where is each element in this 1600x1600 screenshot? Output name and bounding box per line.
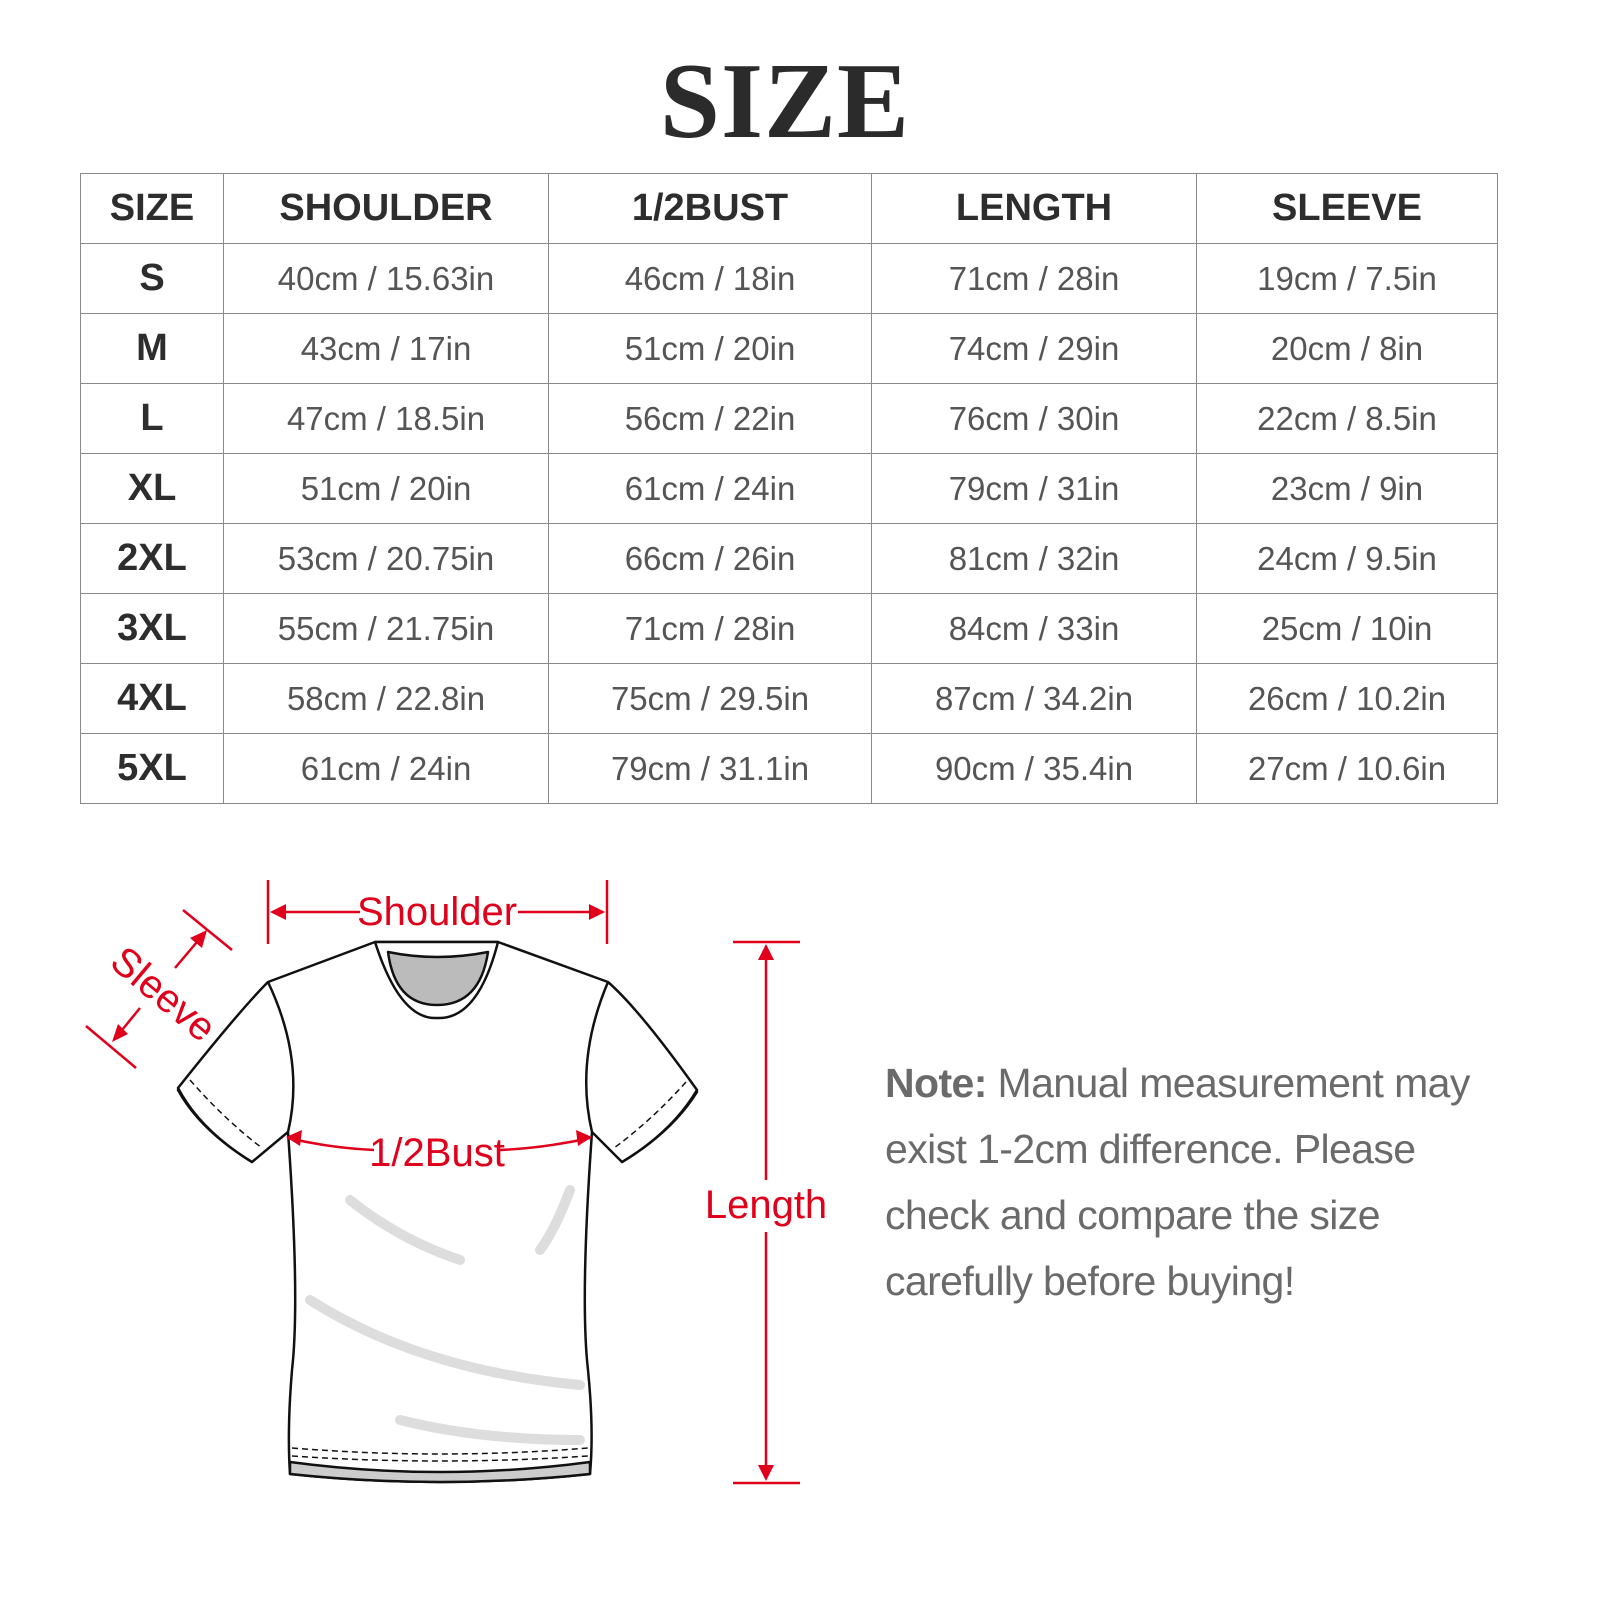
measurement-cell: 26cm / 10.2in	[1196, 663, 1498, 734]
size-cell: 4XL	[80, 663, 224, 734]
table-header-row: SIZE SHOULDER 1/2BUST LENGTH SLEEVE	[80, 173, 1498, 244]
note-text: Manual measurement may exist 1-2cm diffe…	[885, 1060, 1470, 1304]
wrinkle-shading	[305, 1185, 585, 1445]
table-row: XL 51cm / 20in 61cm / 24in 79cm / 31in 23cm …	[80, 453, 1498, 524]
column-header: SLEEVE	[1196, 173, 1498, 244]
measurement-cell: 79cm / 31.1in	[548, 733, 872, 804]
table-row: M 43cm / 17in 51cm / 20in 74cm / 29in 20cm /…	[80, 313, 1498, 384]
measurement-cell: 76cm / 30in	[871, 383, 1197, 454]
sleeve-tick-top	[182, 909, 233, 951]
measurement-cell: 20cm / 8in	[1196, 313, 1498, 384]
tshirt-illustration	[176, 940, 699, 1484]
sleeve-tick-bottom	[85, 1025, 137, 1069]
measurement-cell: 61cm / 24in	[223, 733, 549, 804]
measurement-cell: 71cm / 28in	[871, 243, 1197, 314]
measurement-cell: 75cm / 29.5in	[548, 663, 872, 734]
table-row: 4XL 58cm / 22.8in 75cm / 29.5in 87cm / 34.2…	[80, 663, 1498, 734]
table-row: L 47cm / 18.5in 56cm / 22in 76cm / 30in 22cm…	[80, 383, 1498, 454]
column-header: 1/2BUST	[548, 173, 872, 244]
measurement-cell: 58cm / 22.8in	[223, 663, 549, 734]
measurement-cell: 53cm / 20.75in	[223, 523, 549, 594]
measurement-cell: 40cm / 15.63in	[223, 243, 549, 314]
size-cell: XL	[80, 453, 224, 524]
measurement-cell: 51cm / 20in	[548, 313, 872, 384]
measurement-cell: 66cm / 26in	[548, 523, 872, 594]
measurement-cell: 84cm / 33in	[871, 593, 1197, 664]
measurement-cell: 74cm / 29in	[871, 313, 1197, 384]
measurement-cell: 61cm / 24in	[548, 453, 872, 524]
table-row: 2XL 53cm / 20.75in 66cm / 26in 81cm / 32in 2…	[80, 523, 1498, 594]
measurement-cell: 19cm / 7.5in	[1196, 243, 1498, 314]
measurement-cell: 81cm / 32in	[871, 523, 1197, 594]
measurement-cell: 23cm / 9in	[1196, 453, 1498, 524]
column-header: LENGTH	[871, 173, 1197, 244]
size-cell: 3XL	[80, 593, 224, 664]
bust-label: 1/2Bust	[369, 1131, 505, 1175]
size-cell: 5XL	[80, 733, 224, 804]
size-cell: L	[80, 383, 224, 454]
length-label: Length	[705, 1183, 827, 1227]
measurement-note: Note: Manual measurement may exist 1-2cm…	[885, 1050, 1525, 1314]
measurement-cell: 46cm / 18in	[548, 243, 872, 314]
shoulder-label: Shoulder	[357, 890, 517, 934]
measurement-cell: 51cm / 20in	[223, 453, 549, 524]
measurement-cell: 55cm / 21.75in	[223, 593, 549, 664]
column-header: SIZE	[80, 173, 224, 244]
size-table: SIZE SHOULDER 1/2BUST LENGTH SLEEVE S 40cm / …	[80, 173, 1498, 804]
size-cell: M	[80, 313, 224, 384]
measurement-cell: 25cm / 10in	[1196, 593, 1498, 664]
table-row: S 40cm / 15.63in 46cm / 18in 71cm / 28in 19c…	[80, 243, 1498, 314]
size-cell: S	[80, 243, 224, 314]
measurement-cell: 90cm / 35.4in	[871, 733, 1197, 804]
table-row: 3XL 55cm / 21.75in 71cm / 28in 84cm / 33in 2…	[80, 593, 1498, 664]
page-title: SIZE	[659, 42, 911, 161]
measurement-cell: 27cm / 10.6in	[1196, 733, 1498, 804]
measurement-cell: 56cm / 22in	[548, 383, 872, 454]
measurement-cell: 71cm / 28in	[548, 593, 872, 664]
measurement-cell: 43cm / 17in	[223, 313, 549, 384]
measurement-cell: 22cm / 8.5in	[1196, 383, 1498, 454]
table-row: 5XL 61cm / 24in 79cm / 31.1in 90cm / 35.4in…	[80, 733, 1498, 804]
measurement-cell: 24cm / 9.5in	[1196, 523, 1498, 594]
note-label: Note:	[885, 1060, 987, 1106]
